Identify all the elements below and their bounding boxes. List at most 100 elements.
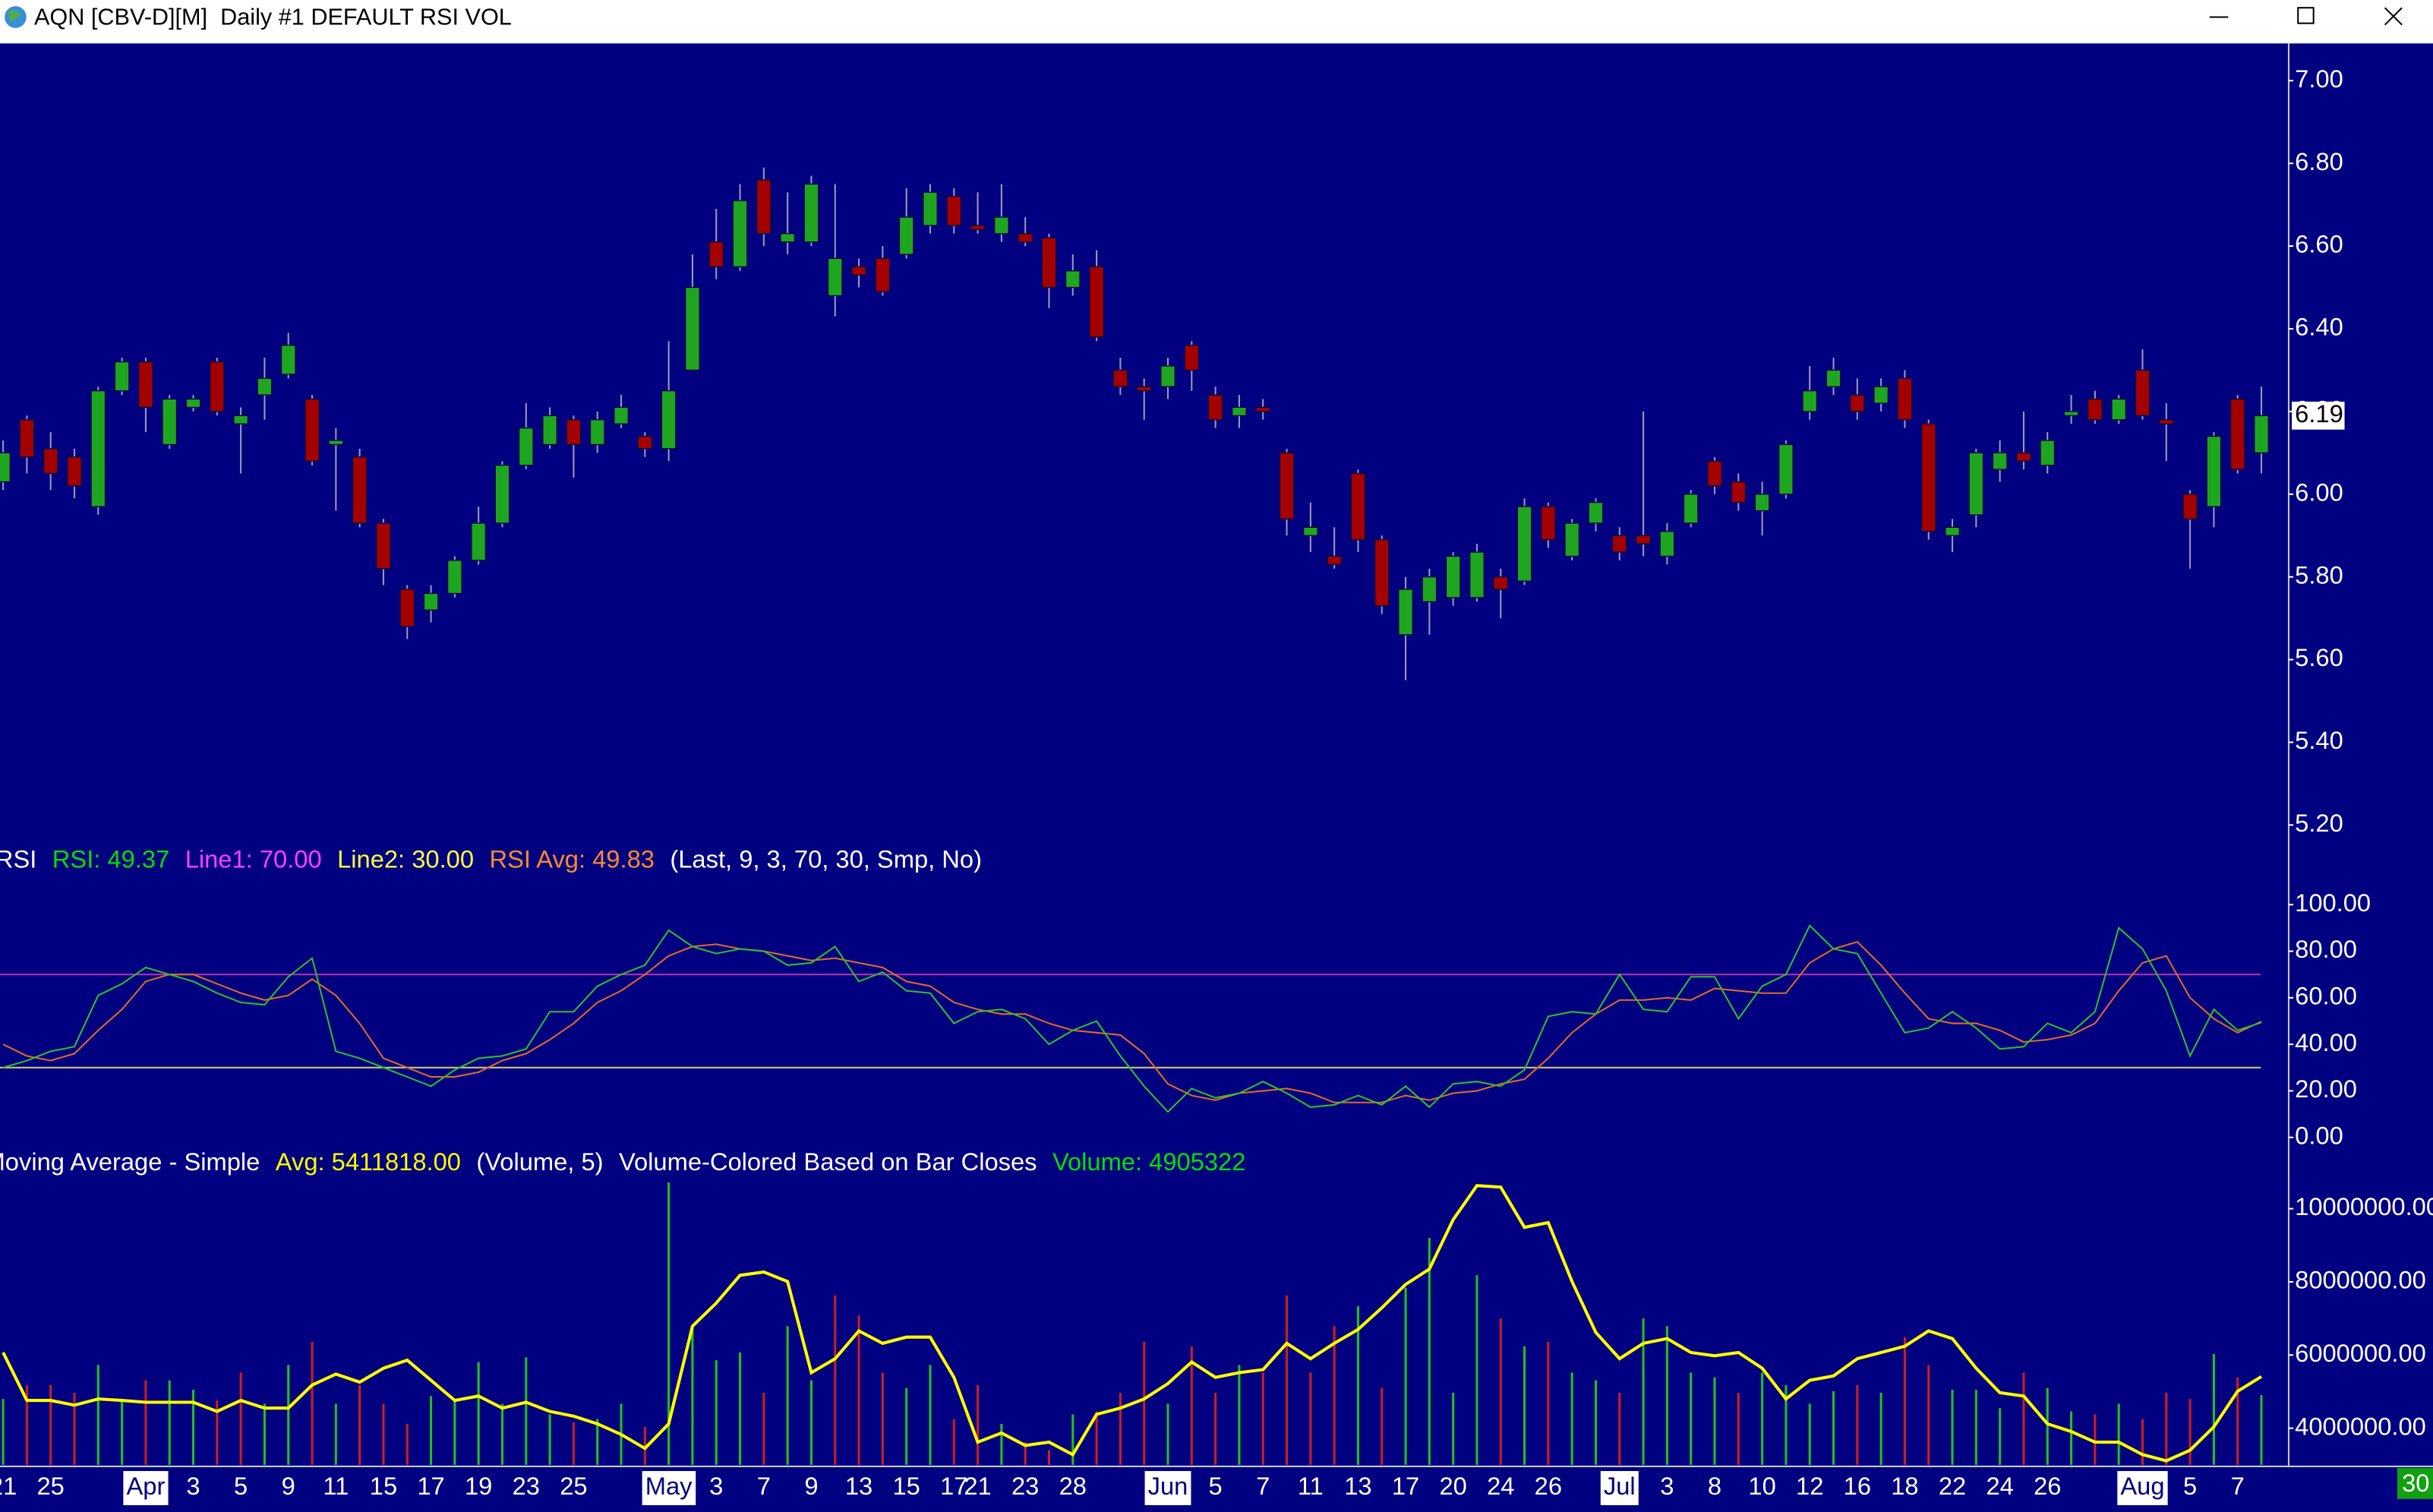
legend-item: RSI: 49.37 [52, 845, 169, 873]
candle-body [685, 286, 700, 371]
volume-bar [263, 1403, 266, 1465]
volume-bar [287, 1365, 290, 1465]
volume-bar [1785, 1384, 1788, 1465]
candle-body [1398, 589, 1413, 636]
volume-bar [25, 1384, 28, 1465]
candle-body [138, 361, 153, 409]
close-button[interactable] [2384, 7, 2403, 26]
candle-body [1992, 452, 2008, 470]
volume-bar [977, 1384, 980, 1465]
legend-item: Line2: 30.00 [337, 845, 474, 873]
candle-body [1516, 506, 1532, 582]
volume-bar [1285, 1295, 1289, 1465]
x-tick-label: 9 [804, 1472, 818, 1500]
candle-body [994, 216, 1009, 235]
candle-body [423, 592, 439, 611]
y-tick-label: 5.20 [2295, 809, 2343, 837]
volume-bar [834, 1295, 837, 1465]
legend-item: (Volume, 5) [476, 1147, 603, 1176]
x-tick-label: 25 [37, 1472, 65, 1500]
volume-bar [1808, 1403, 1811, 1465]
volume-bar [1690, 1372, 1693, 1465]
title-bar [0, 0, 2433, 44]
y-tick-label: 6.00 [2295, 478, 2343, 506]
candle-body [1018, 233, 1033, 243]
candle-body [1207, 394, 1223, 421]
x-tick-label: 24 [1487, 1472, 1514, 1500]
x-tick-label: 21 [0, 1472, 17, 1500]
volume-bar [1381, 1387, 1384, 1465]
candle-body [1232, 406, 1247, 416]
candle-body [614, 406, 629, 425]
x-tick-label: 5 [234, 1472, 248, 1500]
candle-body [280, 345, 296, 375]
candle-body [2087, 398, 2103, 421]
volume-bar [430, 1396, 433, 1465]
volume-bar [1951, 1390, 1954, 1465]
volume-bar [1333, 1326, 1336, 1465]
volume-bar [358, 1384, 361, 1465]
candle-body [185, 398, 201, 409]
volume-bar [2165, 1392, 2168, 1465]
volume-bar [2188, 1399, 2192, 1465]
volume-bar [643, 1426, 646, 1465]
candle-body [1778, 443, 1794, 495]
volume-bar [596, 1419, 599, 1465]
x-tick-label: 7 [1256, 1472, 1270, 1500]
volume-bar [1000, 1423, 1003, 1465]
y-tick-label: 5.80 [2295, 560, 2343, 589]
x-tick-label: Jul [1604, 1472, 1636, 1500]
chart-background [0, 43, 2433, 1512]
candle-body [1350, 472, 1366, 541]
volume-bar [1024, 1442, 1027, 1465]
candle-body [2040, 440, 2056, 466]
candle-body [827, 257, 843, 296]
candle-body [233, 415, 248, 425]
candle-body [1588, 502, 1604, 524]
x-tick-label: 20 [1439, 1472, 1466, 1500]
x-tick-label: Aug [2120, 1472, 2164, 1500]
candle-body [803, 183, 819, 243]
maximize-button[interactable] [2297, 7, 2315, 24]
candle-body [1754, 494, 1770, 512]
volume-bar [49, 1384, 52, 1465]
y-tick-label: 0.00 [2295, 1121, 2343, 1149]
candle-body [946, 196, 962, 226]
volume-bar [2046, 1387, 2049, 1465]
candle-body [2229, 398, 2245, 470]
x-tick-label: 18 [1891, 1472, 1918, 1500]
candle-body [0, 452, 11, 483]
volume-bar [1618, 1392, 1621, 1465]
volume-bar [525, 1357, 528, 1465]
candle-body [1683, 494, 1699, 524]
candle-body [2135, 369, 2151, 416]
x-tick-label: 19 [465, 1472, 492, 1500]
volume-bar [952, 1419, 955, 1465]
candle-body [305, 398, 320, 462]
volume-bar [809, 1380, 813, 1465]
candle-body [2254, 415, 2269, 453]
y-tick-label: 8000000.00 [2295, 1266, 2426, 1294]
candle-body [2206, 435, 2222, 507]
candle-body [542, 415, 557, 446]
volume-bar [1570, 1372, 1573, 1465]
volume-bar [905, 1387, 908, 1465]
volume-bar [1214, 1392, 1217, 1465]
volume-bar [1309, 1372, 1312, 1465]
volume-bar [1642, 1318, 1645, 1465]
candle-body [328, 440, 344, 446]
last-price-label: 6.19 [2295, 399, 2343, 428]
candle-body [67, 456, 82, 487]
volume-bar [1119, 1392, 1122, 1465]
volume-bar [2070, 1411, 2073, 1465]
candle-body [1065, 270, 1081, 289]
y-tick-label: 4000000.00 [2295, 1412, 2426, 1440]
volume-bar [786, 1326, 789, 1465]
x-tick-label: May [645, 1472, 693, 1500]
volume-bar [1547, 1341, 1550, 1465]
candle-body [2158, 419, 2174, 425]
x-tick-label: 24 [1986, 1472, 2013, 1500]
candle-body [898, 216, 914, 255]
y-tick-label: 100.00 [2295, 889, 2371, 917]
